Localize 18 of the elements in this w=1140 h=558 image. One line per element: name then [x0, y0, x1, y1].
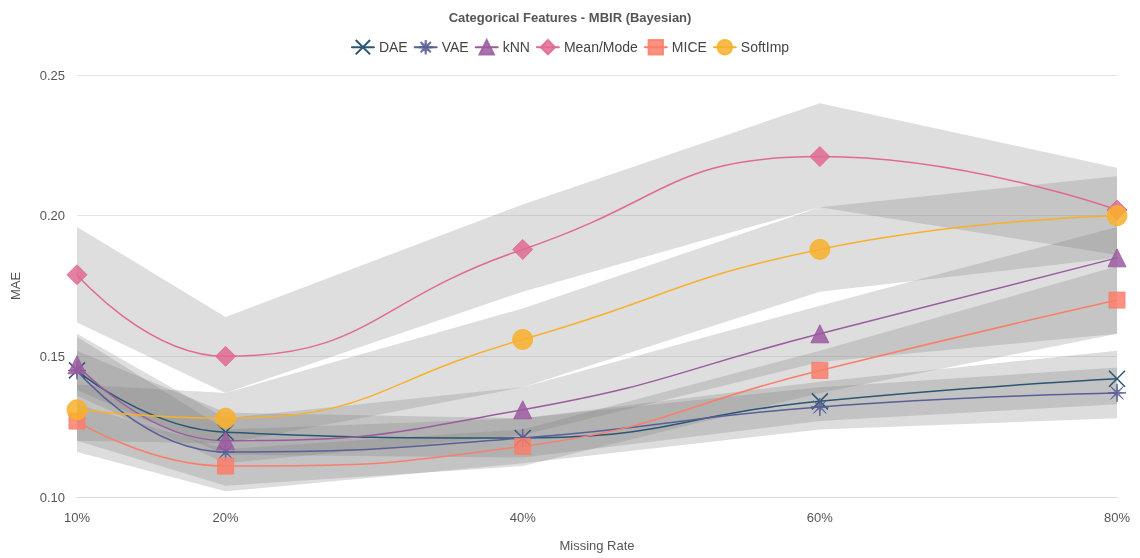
x-tick-label: 80%	[1103, 510, 1131, 525]
legend-label: kNN	[502, 39, 530, 56]
legend-label: MICE	[671, 39, 707, 56]
chart-title: Categorical Features - MBIR (Bayesian)	[448, 10, 692, 25]
legend-label: SoftImp	[740, 39, 790, 56]
legend-label: DAE	[378, 39, 408, 56]
x-tick-label: 60%	[806, 510, 834, 525]
legend-label: VAE	[441, 39, 469, 56]
x-tick-label: 40%	[509, 510, 537, 525]
x-tick-label: 10%	[63, 510, 91, 525]
x-axis-title: Missing Rate	[559, 538, 635, 553]
y-tick-label: 0.15	[39, 348, 65, 364]
x-tick-label: 20%	[212, 510, 240, 525]
y-tick-label: 0.25	[39, 67, 65, 83]
legend-label: Mean/Mode	[563, 39, 639, 56]
y-tick-label: 0.10	[39, 489, 65, 505]
y-tick-label: 0.20	[39, 208, 65, 224]
y-axis-title: MAE	[8, 271, 23, 301]
